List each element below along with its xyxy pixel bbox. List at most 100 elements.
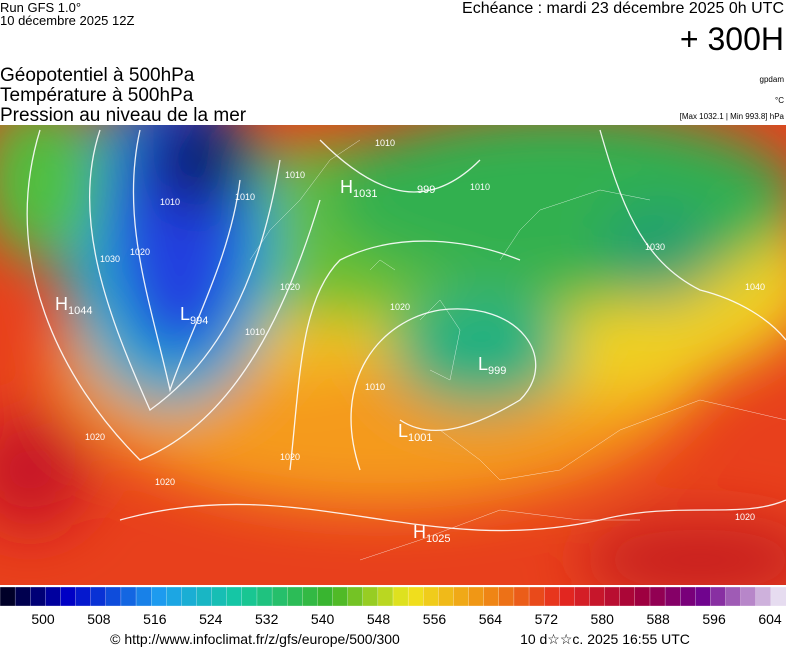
colorbar-label: 548 xyxy=(367,611,391,627)
lead-time: + 300H xyxy=(680,21,784,57)
isobar-labels: 1010 1030 1020 1010 1010 1020 1020 1020 1010 1010… xyxy=(85,138,765,522)
colorbar-label: 540 xyxy=(311,611,335,627)
colorbar-swatch xyxy=(423,586,439,607)
colorbar-label: 604 xyxy=(758,611,782,627)
colorbar-swatch xyxy=(438,586,455,607)
center-value: 999 xyxy=(417,184,435,196)
title-line: Température à 500hPa xyxy=(0,85,194,106)
map-field xyxy=(0,125,786,585)
colorbar-swatch xyxy=(725,586,742,607)
isobar-label: 1030 xyxy=(100,254,120,264)
colorbar-swatch xyxy=(302,586,319,607)
pressure-center: L999 xyxy=(478,354,506,377)
colorbar-swatch xyxy=(634,586,651,607)
title-line: Géopotentiel à 500hPa xyxy=(0,65,195,86)
colorbar-label: 532 xyxy=(255,611,279,627)
colorbar-swatch xyxy=(392,586,409,607)
center-kind: L xyxy=(478,354,488,374)
isobar-label: 1020 xyxy=(280,282,300,292)
unit-label: gpdam xyxy=(760,75,785,84)
unit-label: °C xyxy=(775,96,784,105)
colorbar-swatch xyxy=(755,586,772,607)
colorbar-swatch xyxy=(680,586,696,607)
colorbar-swatch xyxy=(710,586,727,607)
colorbar-swatch xyxy=(256,586,273,607)
colorbar-swatch xyxy=(105,586,122,607)
colorbar-swatch xyxy=(181,586,198,607)
isobar-label: 1010 xyxy=(365,382,385,392)
colorbar-label: 556 xyxy=(423,611,447,627)
colorbar-label: 500 xyxy=(31,611,55,627)
colorbar-swatch xyxy=(241,586,258,607)
colorbar-swatch xyxy=(649,586,666,607)
colorbar-label: 580 xyxy=(591,611,615,627)
colorbar-swatch xyxy=(332,586,349,607)
colorbar-swatch xyxy=(362,586,379,607)
colorbar-swatch xyxy=(407,586,424,607)
isobar-label: 1020 xyxy=(735,512,755,522)
center-value: 1031 xyxy=(353,188,377,200)
colorbar-swatch xyxy=(120,586,137,607)
colorbar-swatch xyxy=(347,586,364,607)
valid-time: Echéance : mardi 23 décembre 2025 0h UTC xyxy=(462,0,784,17)
pressure-center: H1031 xyxy=(340,177,377,200)
center-kind: H xyxy=(340,177,353,197)
colorbar-swatch xyxy=(740,586,757,607)
colorbar-swatch xyxy=(604,586,621,607)
colorbar-swatch xyxy=(483,586,500,607)
colorbar-swatch xyxy=(574,586,591,607)
isobar-label: 1010 xyxy=(375,138,395,148)
isobar-label: 1020 xyxy=(130,247,150,257)
colorbar-swatch xyxy=(14,586,31,607)
unit-label: [Max 1032.1 | Min 993.8] hPa xyxy=(680,112,785,121)
colorbar-swatch xyxy=(60,586,77,607)
colorbar-swatch xyxy=(468,586,485,607)
colorbar-swatch xyxy=(619,586,636,607)
colorbar-swatch xyxy=(377,586,394,607)
colorbar-swatch xyxy=(211,586,228,607)
isobar-label: 1020 xyxy=(280,452,300,462)
colorbar-label: 572 xyxy=(535,611,559,627)
center-value: 1001 xyxy=(408,432,432,444)
colorbar-label: 596 xyxy=(702,611,726,627)
colorbar-swatch xyxy=(226,586,243,607)
isobar-label: 1020 xyxy=(85,432,105,442)
isobar-label: 1040 xyxy=(745,282,765,292)
run-date: 10 décembre 2025 12Z xyxy=(0,13,134,28)
center-kind: H xyxy=(55,294,68,314)
colorbar-swatch xyxy=(196,586,213,607)
colorbar-swatch xyxy=(559,586,576,607)
center-value: 994 xyxy=(190,315,208,327)
isobar-label: 1010 xyxy=(285,170,305,180)
generated-time: 10 d☆☆c. 2025 16:55 UTC xyxy=(520,631,690,647)
colorbar-label: 516 xyxy=(143,611,167,627)
pressure-center: H1044 xyxy=(55,294,92,317)
colorbar-swatch xyxy=(30,586,46,607)
colorbar-swatch xyxy=(0,586,16,607)
colorbar-swatch xyxy=(453,586,470,607)
colorbar-label: 524 xyxy=(199,611,223,627)
isobar-label: 1010 xyxy=(470,182,490,192)
center-value: 1044 xyxy=(68,305,92,317)
colorbar-label: 588 xyxy=(646,611,670,627)
pressure-center: L994 xyxy=(180,304,208,327)
colorbar-swatch xyxy=(166,586,183,607)
colorbar-swatch xyxy=(90,586,107,607)
colorbar-swatch xyxy=(528,586,545,607)
colorbar-swatch xyxy=(45,586,62,607)
isobar-label: 1020 xyxy=(155,477,175,487)
center-kind: L xyxy=(398,421,408,441)
source-url: © http://www.infoclimat.fr/z/gfs/europe/… xyxy=(110,631,400,647)
isobar-label: 1010 xyxy=(235,192,255,202)
colorbar-swatch xyxy=(135,586,152,607)
colorbar-swatch xyxy=(695,586,712,607)
colorbar-swatch xyxy=(75,586,92,607)
center-kind: L xyxy=(180,304,190,324)
colorbar-swatch xyxy=(544,586,560,607)
isobar-label: 1010 xyxy=(245,327,265,337)
colorbar-label: 564 xyxy=(479,611,503,627)
colorbar-label: 508 xyxy=(87,611,111,627)
pressure-center: 999 xyxy=(417,184,435,196)
